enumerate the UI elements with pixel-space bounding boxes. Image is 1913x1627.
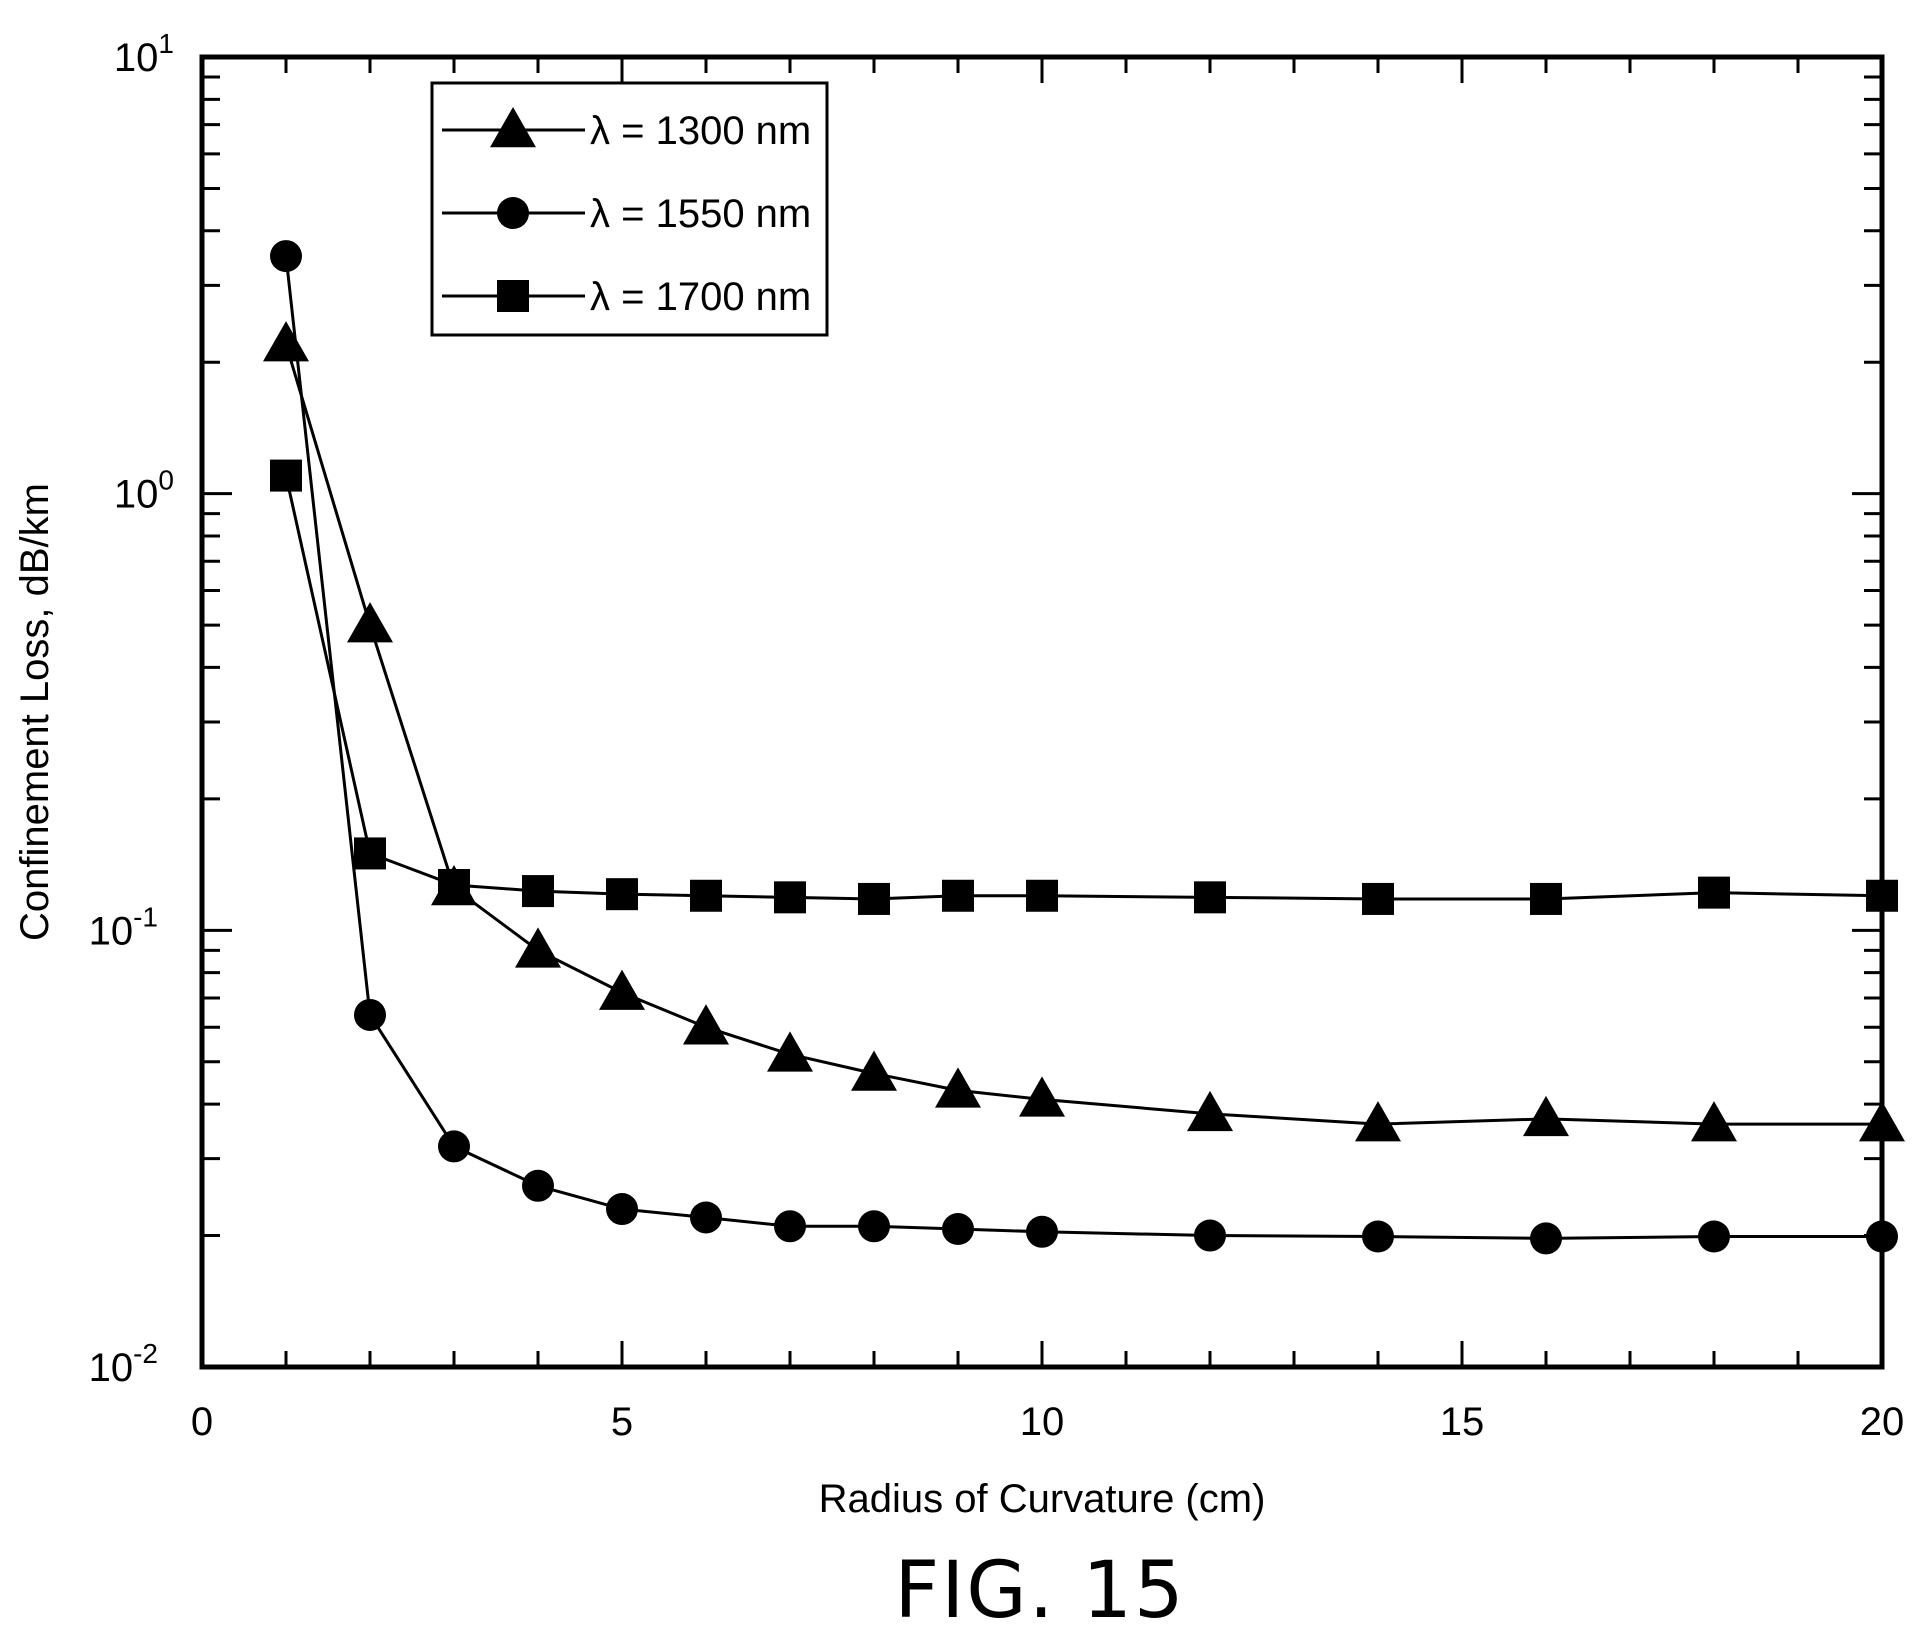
legend-marker-square — [497, 280, 529, 312]
data-point-square — [270, 459, 302, 492]
legend-entry: λ = 1700 nm — [442, 275, 811, 319]
series-line — [284, 475, 1883, 901]
series-line — [284, 343, 1882, 1126]
data-point-square — [1362, 882, 1394, 915]
data-point-circle — [1698, 1220, 1730, 1253]
data-point-triangle — [1187, 1090, 1233, 1132]
figure-caption: FIG. 15 — [894, 1546, 1185, 1627]
data-point-triangle — [683, 1004, 729, 1045]
data-point-square — [606, 878, 638, 911]
legend-entry: λ = 1550 nm — [442, 192, 811, 236]
data-point-circle — [858, 1210, 890, 1243]
y-tick-label: 101 — [114, 28, 174, 80]
data-point-triangle — [515, 927, 561, 968]
data-point-square — [690, 879, 722, 912]
legend-marker-triangle — [490, 107, 536, 148]
legend-label: λ = 1300 nm — [590, 109, 811, 153]
data-point-square — [858, 882, 890, 915]
data-point-triangle — [1691, 1101, 1737, 1142]
data-point-triangle — [1859, 1101, 1905, 1142]
data-point-triangle — [1523, 1095, 1569, 1137]
data-point-circle — [606, 1193, 638, 1226]
data-point-circle — [354, 998, 386, 1031]
data-point-circle — [522, 1169, 554, 1202]
legend-label: λ = 1550 nm — [590, 192, 811, 236]
legend: λ = 1300 nm λ = 1550 nm λ = 1700 nm — [430, 81, 829, 337]
data-point-circle — [1530, 1222, 1562, 1255]
series-circle — [270, 240, 1898, 1255]
series-layer — [263, 240, 1905, 1255]
data-point-circle — [1362, 1220, 1394, 1253]
data-point-circle — [1866, 1220, 1898, 1253]
data-point-square — [1194, 881, 1226, 914]
data-point-circle — [270, 240, 302, 273]
legend-label: λ = 1700 nm — [590, 275, 811, 319]
data-point-square — [1530, 882, 1562, 915]
data-point-square — [942, 879, 974, 912]
data-point-triangle — [1355, 1101, 1401, 1142]
x-tick-label: 20 — [1860, 1400, 1905, 1444]
legend-entry: λ = 1300 nm — [442, 107, 811, 153]
data-point-triangle — [263, 321, 309, 362]
data-point-square — [774, 881, 806, 914]
data-point-square — [354, 837, 386, 870]
y-tick-label: 10-2 — [89, 1338, 158, 1390]
legend-marker-circle — [497, 197, 529, 229]
y-tick-label: 100 — [114, 465, 174, 517]
minor-ticks — [200, 55, 1884, 1369]
x-tick-label: 0 — [191, 1400, 213, 1444]
y-tick-exponent: -1 — [133, 901, 158, 932]
data-point-square — [522, 875, 554, 908]
data-point-square — [1698, 876, 1730, 909]
data-point-square — [1866, 879, 1898, 912]
data-point-circle — [690, 1201, 722, 1234]
data-point-circle — [774, 1210, 806, 1243]
x-tick-label: 15 — [1440, 1400, 1485, 1444]
y-tick-label: 10-1 — [89, 901, 158, 953]
data-point-circle — [942, 1213, 974, 1246]
y-tick-exponent: -2 — [133, 1338, 158, 1369]
x-tick-label: 5 — [611, 1400, 633, 1444]
series-square — [270, 459, 1898, 915]
data-point-triangle — [1019, 1076, 1065, 1117]
data-point-square — [438, 869, 470, 902]
data-point-triangle — [935, 1067, 981, 1108]
data-point-triangle — [767, 1031, 813, 1072]
data-point-circle — [1194, 1219, 1226, 1252]
x-axis-title: Radius of Curvature (cm) — [819, 1477, 1266, 1521]
series-line — [284, 255, 1882, 1240]
series-triangle — [263, 321, 1905, 1142]
data-point-square — [1026, 879, 1058, 912]
y-tick-exponent: 0 — [158, 465, 174, 496]
y-axis-title: Confinement Loss, dB/km — [13, 483, 57, 941]
x-tick-label: 10 — [1020, 1400, 1065, 1444]
x-axis: 0 5 10 15 20 — [191, 1400, 1904, 1444]
y-tick-exponent: 1 — [158, 28, 174, 59]
data-point-circle — [1026, 1215, 1058, 1248]
data-point-triangle — [851, 1050, 897, 1091]
data-point-triangle — [347, 602, 393, 643]
data-point-triangle — [599, 969, 645, 1010]
data-point-circle — [438, 1130, 470, 1163]
